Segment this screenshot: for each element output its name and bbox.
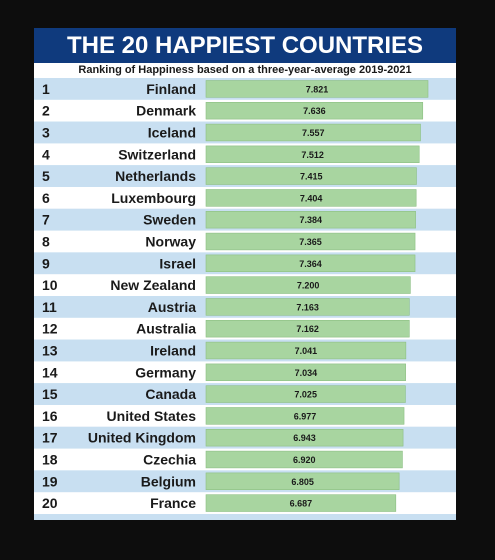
bar <box>205 298 410 316</box>
value-label: 7.162 <box>296 324 319 334</box>
rank-label: 20 <box>42 495 58 511</box>
country-label: Australia <box>136 321 196 337</box>
country-label: Canada <box>145 386 196 402</box>
happiness-ranking-card: THE 20 HAPPIEST COUNTRIES Ranking of Hap… <box>34 28 456 520</box>
value-label: 7.415 <box>300 172 323 182</box>
rank-label: 7 <box>42 212 50 228</box>
value-label: 7.404 <box>300 193 323 203</box>
value-label: 7.200 <box>297 281 320 291</box>
rank-label: 13 <box>42 343 58 359</box>
bar <box>205 494 397 512</box>
rank-label: 1 <box>42 81 50 97</box>
bar <box>205 167 417 185</box>
rank-label: 3 <box>42 125 50 141</box>
country-label: Ireland <box>150 343 196 359</box>
chart-subtitle: Ranking of Happiness based on a three-ye… <box>34 63 456 78</box>
country-label: Luxembourg <box>111 190 196 206</box>
bar <box>205 145 420 164</box>
rank-label: 17 <box>42 430 58 446</box>
bar <box>205 101 424 120</box>
country-label: Germany <box>135 364 196 380</box>
bar <box>205 232 416 251</box>
country-label: Sweden <box>143 212 196 228</box>
bar <box>205 320 410 338</box>
value-label: 6.977 <box>294 411 317 421</box>
bar <box>205 276 411 294</box>
country-label: Belgium <box>141 473 196 489</box>
bar <box>205 123 421 142</box>
bar <box>205 385 406 403</box>
rank-label: 10 <box>42 277 58 293</box>
country-label: Switzerland <box>118 146 196 162</box>
rank-label: 5 <box>42 168 50 184</box>
value-label: 7.364 <box>299 259 322 269</box>
bar <box>205 211 416 229</box>
value-label: 7.384 <box>300 215 323 225</box>
country-label: Iceland <box>148 125 196 141</box>
country-label: United States <box>107 408 197 424</box>
bar <box>205 450 403 469</box>
value-label: 7.025 <box>294 390 317 400</box>
bar <box>205 254 416 272</box>
bar <box>205 428 404 447</box>
value-label: 6.805 <box>291 477 314 487</box>
rank-label: 19 <box>42 473 58 489</box>
bar <box>205 80 429 98</box>
value-label: 7.557 <box>302 128 325 138</box>
value-label: 6.943 <box>293 433 316 443</box>
country-label: Finland <box>146 81 196 97</box>
country-label: Austria <box>148 299 196 315</box>
bar <box>205 472 400 490</box>
value-label: 7.636 <box>303 106 326 116</box>
country-label: France <box>150 495 196 511</box>
country-label: United Kingdom <box>88 430 196 446</box>
bar <box>205 341 407 360</box>
ranking-bar-chart: 1 Finland 7.821 2 Denmark 7.636 3 Iceland 7.557 4… <box>34 78 456 514</box>
bar <box>205 407 405 425</box>
rank-label: 6 <box>42 190 50 206</box>
country-label: Netherlands <box>115 168 196 184</box>
bar <box>205 189 417 207</box>
country-label: New Zealand <box>110 277 196 293</box>
rank-label: 18 <box>42 452 58 468</box>
value-label: 7.041 <box>295 346 318 356</box>
rank-label: 12 <box>42 321 58 337</box>
rank-label: 8 <box>42 234 50 250</box>
rank-label: 16 <box>42 408 58 424</box>
country-label: Denmark <box>136 103 196 119</box>
bar <box>205 363 406 381</box>
rank-label: 4 <box>42 146 50 162</box>
rank-label: 2 <box>42 103 50 119</box>
rank-label: 11 <box>42 299 57 315</box>
value-label: 7.365 <box>299 237 322 247</box>
country-label: Israel <box>159 255 196 271</box>
value-label: 6.687 <box>290 499 313 509</box>
country-label: Czechia <box>143 452 196 468</box>
chart-title: THE 20 HAPPIEST COUNTRIES <box>34 28 456 63</box>
rank-label: 15 <box>42 386 58 402</box>
value-label: 6.920 <box>293 455 316 465</box>
value-label: 7.512 <box>301 150 324 160</box>
value-label: 7.821 <box>306 84 329 94</box>
country-label: Norway <box>145 234 196 250</box>
value-label: 7.163 <box>296 302 319 312</box>
rank-label: 9 <box>42 255 50 271</box>
value-label: 7.034 <box>295 368 318 378</box>
rank-label: 14 <box>42 364 58 380</box>
